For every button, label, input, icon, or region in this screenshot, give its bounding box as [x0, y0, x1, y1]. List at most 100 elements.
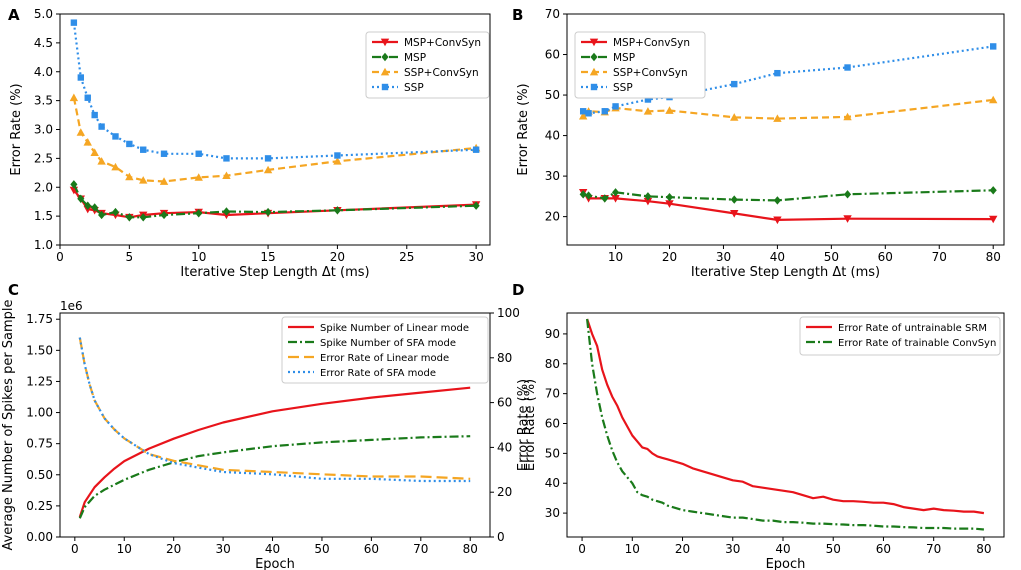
x-tick-label: 10	[117, 542, 132, 556]
data-point	[160, 150, 168, 157]
data-point	[69, 93, 79, 102]
legend-box	[281, 316, 489, 384]
series-line-1	[586, 318, 985, 515]
data-point	[773, 216, 782, 225]
data-point	[83, 138, 92, 146]
data-point	[612, 103, 619, 110]
y-tick-label: 50	[545, 88, 560, 102]
y-tick-label: 0.25	[26, 499, 53, 513]
series-line-4	[78, 337, 471, 483]
data-point	[112, 133, 119, 140]
y-tick-label: 2.0	[34, 180, 53, 194]
data-point	[731, 80, 738, 88]
y-tick-label: 80	[545, 357, 560, 371]
panel-label: B	[512, 6, 523, 24]
chart-panel-a: A 0 5 10 15 20 25 30 1.0 1.5 2.0 2.5 3.0 3.5 4.0 4.5 5.0…	[8, 6, 491, 280]
y-axis-label: Average Number of Spikes per Sample	[1, 299, 16, 550]
x-tick-label: 80	[976, 542, 991, 556]
y-tick-label: 3.5	[34, 94, 53, 108]
data-point	[579, 190, 587, 199]
legend: MSP+ConvSyn MSP SSP+ConvSyn SSP	[365, 31, 490, 99]
legend-marker	[590, 52, 598, 62]
data-point	[98, 123, 105, 130]
data-point	[111, 207, 120, 217]
data-point	[585, 110, 592, 117]
y-tick-label: 20	[545, 210, 560, 224]
y-right-tick-label: 40	[497, 440, 512, 454]
data-point	[843, 215, 852, 223]
legend-label: Error Rate of Linear mode	[320, 353, 449, 364]
x-axis-label: Epoch	[766, 557, 806, 570]
x-tick-label: 70	[413, 542, 428, 556]
legend-marker	[381, 83, 389, 91]
data-point	[97, 157, 106, 165]
legend-box	[799, 316, 1001, 356]
data-point	[644, 192, 652, 201]
data-point	[91, 111, 98, 119]
data-point	[264, 155, 272, 162]
data-point	[333, 206, 341, 215]
legend-label: MSP+ConvSyn	[613, 37, 690, 49]
legend-marker	[590, 83, 598, 91]
data-point	[601, 194, 609, 203]
x-tick-label: 0	[71, 542, 79, 556]
legend-label: Error Rate of untrainable SRM	[838, 323, 987, 334]
panel-label: D	[512, 281, 524, 299]
panel-label: A	[8, 6, 20, 24]
x-axis-label: Epoch	[255, 557, 295, 570]
y-tick-label: 1.0	[34, 238, 53, 252]
data-point	[125, 213, 133, 222]
data-point	[611, 195, 620, 203]
legend-label: Spike Number of Linear mode	[320, 323, 469, 334]
x-tick-label: 0	[56, 250, 64, 264]
data-point	[90, 148, 99, 156]
x-tick-label: 70	[926, 542, 941, 556]
data-point	[989, 95, 998, 104]
data-point	[126, 140, 133, 148]
data-point	[730, 113, 739, 121]
data-point	[773, 196, 781, 205]
series-line-3	[582, 98, 994, 120]
data-point	[665, 200, 674, 208]
data-point	[160, 210, 168, 220]
y-tick-label: 90	[545, 327, 560, 341]
y-right-tick-label: 20	[497, 485, 512, 499]
data-point	[990, 43, 997, 50]
y-tick-label: 70	[545, 387, 560, 401]
data-point	[844, 64, 851, 71]
data-point	[843, 190, 852, 199]
data-point	[333, 157, 342, 165]
y-tick-label: 70	[545, 7, 560, 21]
x-tick-label: 25	[399, 250, 414, 264]
x-tick-label: 60	[364, 542, 379, 556]
y-tick-label: 30	[545, 506, 560, 520]
x-tick-label: 0	[578, 542, 586, 556]
x-tick-label: 20	[662, 250, 677, 264]
axes-frame	[566, 312, 1005, 538]
data-point	[140, 146, 147, 153]
y-tick-label: 2.5	[34, 151, 53, 165]
y-axis-label: Error Rate (%)	[516, 379, 531, 471]
legend-marker	[380, 38, 390, 47]
y-tick-label: 3.0	[34, 123, 53, 137]
x-tick-label: 30	[215, 542, 230, 556]
data-point	[222, 171, 231, 180]
data-point	[643, 197, 653, 206]
data-point	[773, 114, 782, 122]
legend-label: MSP	[613, 52, 635, 64]
y-tick-label: 1.25	[26, 374, 53, 388]
x-tick-label: 50	[824, 250, 839, 264]
data-point	[989, 215, 998, 224]
y-tick-label: 1.75	[26, 312, 53, 326]
y-axis-label: Error Rate (%)	[9, 83, 24, 175]
data-point	[139, 213, 147, 222]
x-tick-label: 60	[876, 542, 891, 556]
data-point	[70, 19, 78, 26]
x-tick-label: 30	[716, 250, 731, 264]
y-tick-label: 4.5	[34, 36, 53, 50]
y-tick-label: 1.50	[26, 343, 53, 357]
y-tick-label: 0.50	[26, 468, 53, 482]
legend-label: SSP+ConvSyn	[404, 67, 479, 79]
y-right-tick-label: 0	[497, 530, 505, 544]
